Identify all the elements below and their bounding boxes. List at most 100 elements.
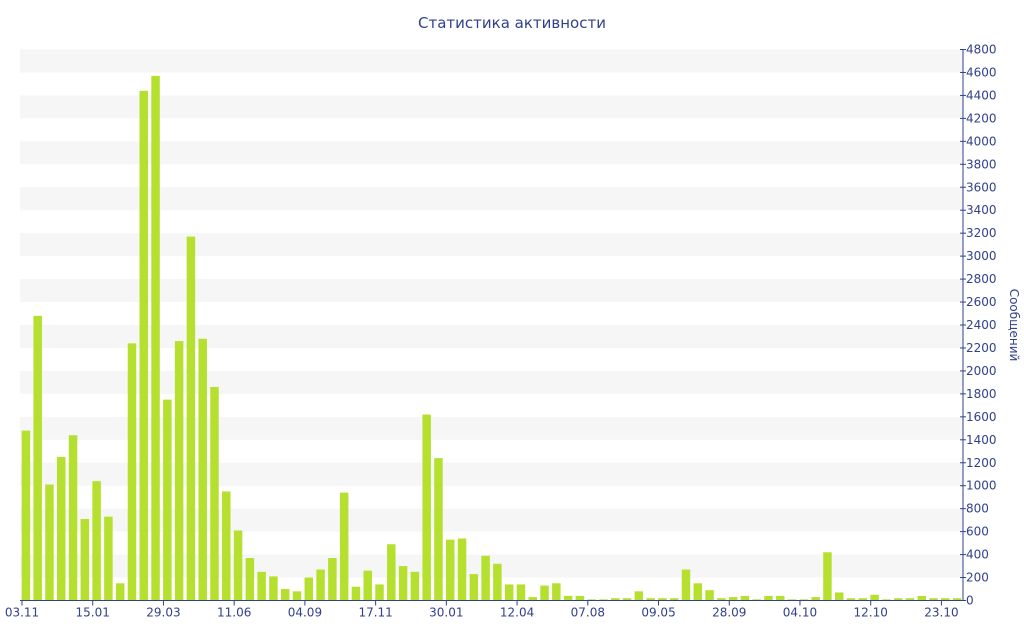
grid-band [20, 416, 963, 440]
bar [870, 594, 879, 601]
x-tick-label: 30.01 [429, 606, 463, 620]
bar [68, 435, 78, 601]
bar [163, 399, 172, 601]
bar [563, 595, 573, 601]
x-tick-label: 07.08 [571, 606, 605, 620]
bar [882, 599, 891, 601]
grid-band [20, 462, 963, 486]
grid-band [20, 325, 963, 348]
bar [481, 555, 490, 601]
bar [186, 236, 196, 601]
y-tick-label: 2200 [966, 341, 997, 355]
x-tick-label: 28.09 [712, 606, 746, 620]
y-tick-label: 3600 [966, 180, 997, 194]
bar [269, 576, 278, 601]
bar [139, 90, 149, 601]
bar [493, 563, 502, 601]
y-tick-label: 3000 [966, 249, 997, 263]
bar [351, 586, 361, 601]
bar [658, 598, 667, 601]
bar [210, 386, 219, 601]
bar [127, 343, 137, 601]
bar [787, 599, 797, 601]
grid-bands [20, 49, 963, 578]
bar [198, 338, 207, 601]
bar [740, 595, 750, 601]
bar [717, 598, 726, 601]
bar [528, 597, 537, 601]
bar [104, 516, 113, 601]
grid-band [20, 279, 963, 303]
bar [398, 566, 408, 601]
bar [669, 598, 679, 601]
bar [905, 598, 915, 601]
x-tick-label: 11.06 [217, 606, 251, 620]
bar [705, 590, 714, 601]
bar [893, 598, 903, 601]
y-tick-label: 800 [966, 502, 989, 516]
y-tick-label: 1600 [966, 410, 997, 424]
bar [115, 583, 125, 601]
bar [834, 592, 844, 601]
y-tick-label: 1800 [966, 387, 997, 401]
x-tick-label: 03.11 [5, 606, 39, 620]
x-tick-label: 12.04 [500, 606, 534, 620]
y-tick-label: 2400 [966, 318, 997, 332]
bar [316, 569, 325, 601]
bar [599, 599, 608, 601]
bar [681, 569, 691, 601]
x-tick-label: 15.01 [76, 606, 110, 620]
bar [233, 530, 243, 601]
x-axis: 03.11 15.01 29.03 11.06 04.09 17.11 30.01 12.04… [5, 600, 963, 620]
y-tick-label: 3800 [966, 157, 997, 171]
bar [799, 599, 809, 601]
y-tick-label: 400 [966, 548, 989, 562]
bar [693, 583, 703, 601]
bar [446, 539, 455, 601]
bar [929, 598, 938, 601]
bar [469, 574, 479, 601]
y-tick-label: 600 [966, 525, 989, 539]
y-tick-label: 4400 [966, 88, 997, 102]
y-tick-label: 1200 [966, 456, 997, 470]
bar [776, 595, 785, 601]
y-tick-label: 2000 [966, 364, 997, 378]
x-tick-label: 04.10 [783, 606, 817, 620]
x-tick-label: 29.03 [146, 606, 180, 620]
grid-band [20, 370, 963, 394]
bar [363, 570, 372, 601]
grid-band [20, 49, 963, 73]
bar [941, 598, 950, 601]
bar [516, 584, 526, 601]
x-tick-label: 04.09 [288, 606, 322, 620]
bar [292, 591, 302, 601]
bar [823, 552, 832, 601]
bar [917, 595, 926, 601]
y-tick-label: 0 [966, 594, 974, 608]
bar [422, 414, 431, 601]
x-tick-label: 12.10 [854, 606, 888, 620]
bar [21, 430, 31, 601]
y-axis-label: Сообщений [1007, 289, 1021, 362]
bar [328, 558, 337, 601]
y-tick-label: 200 [966, 571, 989, 585]
bar [434, 458, 443, 601]
bar [728, 597, 738, 601]
y-tick-label: 3200 [966, 226, 997, 240]
bar [540, 585, 549, 601]
grid-band [20, 187, 963, 211]
bars-group [21, 75, 962, 601]
y-tick-label: 3400 [966, 203, 997, 217]
bar [410, 571, 420, 601]
bar [587, 599, 596, 601]
bar [764, 595, 773, 601]
x-tick-label: 17.11 [358, 606, 392, 620]
bar [151, 75, 160, 601]
bar [92, 481, 101, 601]
grid-band [20, 95, 963, 119]
y-tick-label: 4200 [966, 111, 997, 125]
x-tick-label: 09.05 [641, 606, 675, 620]
bar [57, 457, 66, 601]
bar [457, 538, 467, 601]
